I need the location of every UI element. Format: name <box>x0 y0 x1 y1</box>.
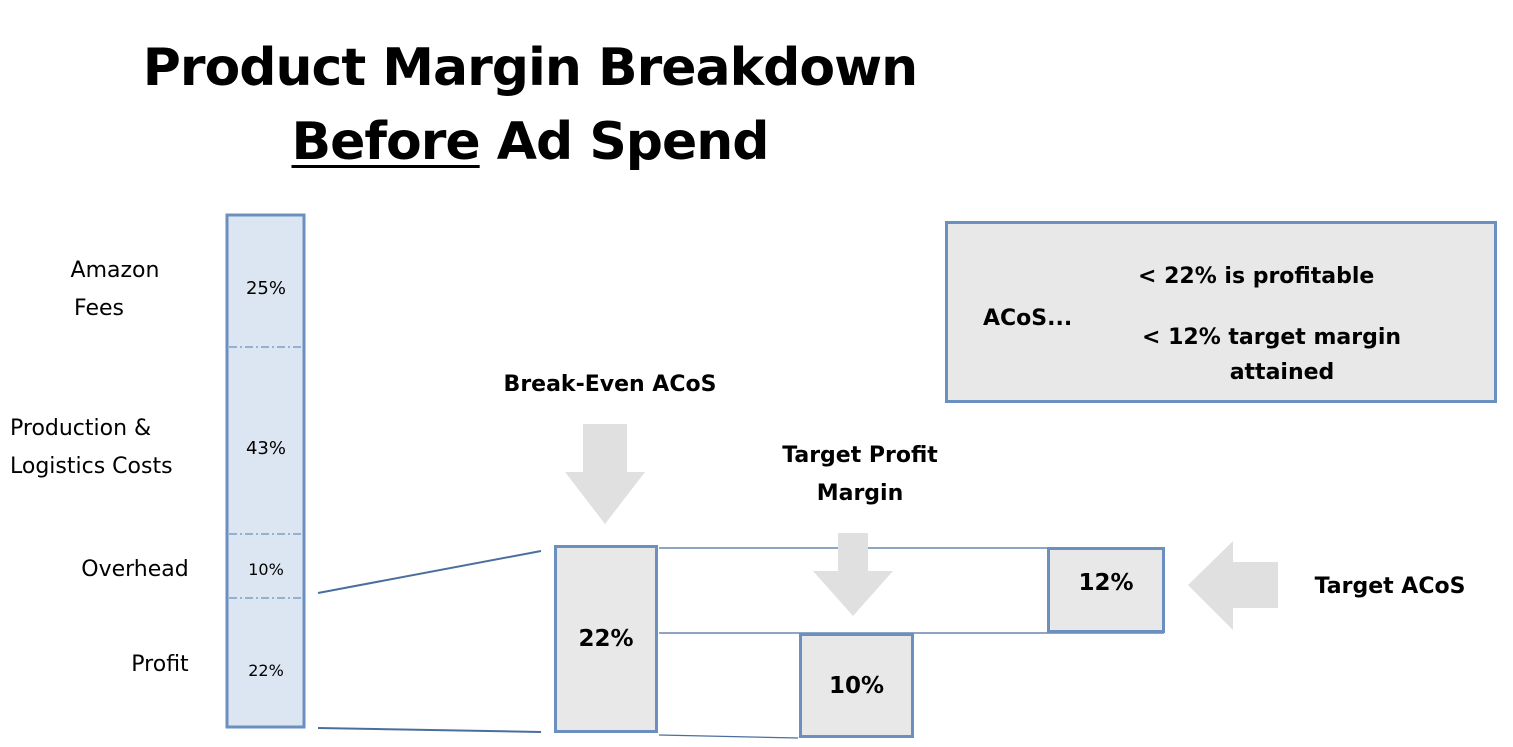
ref-line-bottom <box>658 734 799 739</box>
title-underlined-word: Before <box>291 112 480 172</box>
break-even-arrow-icon <box>565 424 645 524</box>
target-acos-arrow-icon <box>1188 541 1278 630</box>
break-even-label: Break-Even ACoS <box>503 372 717 397</box>
segment-label-overhead: Overhead <box>81 557 189 582</box>
segment-pct-amazon-fees: 25% <box>245 278 286 299</box>
target-profit-label-line-2: Margin <box>816 481 904 506</box>
legend-line-1: < 22% is profitable <box>1138 264 1375 289</box>
title-line-2: Before Ad Spend <box>0 116 1060 168</box>
target-profit-box: 10% <box>799 633 914 738</box>
title-line-2-rest: Ad Spend <box>479 112 770 172</box>
target-acos-label: Target ACoS <box>1314 574 1466 599</box>
legend-line-2: < 12% target margin <box>1142 325 1402 350</box>
production-label-line-1: Production & <box>10 416 152 441</box>
target-profit-label-line-1: Target Profit <box>782 443 938 468</box>
production-label-line-2: Logistics Costs <box>10 454 173 479</box>
segment-pct-profit: 22% <box>248 661 284 680</box>
segment-label-production: Production & Logistics Costs <box>10 410 215 486</box>
segment-label-profit: Profit <box>131 652 189 677</box>
title-line-1: Product Margin Breakdown <box>142 38 918 98</box>
connector-bottom <box>317 727 542 733</box>
legend-prefix: ACoS... <box>983 306 1073 331</box>
legend-box: ACoS... < 22% is profitable < 12% target… <box>945 221 1497 403</box>
segment-label-amazon-fees: Amazon Fees <box>60 252 170 328</box>
target-profit-arrow-icon <box>813 533 893 616</box>
target-acos-box: 12% <box>1047 547 1165 633</box>
amazon-label-line-1: Amazon <box>70 258 160 283</box>
target-profit-label: Target Profit Margin <box>740 437 980 513</box>
page-title: Product Margin Breakdown Before Ad Spend <box>0 42 1060 168</box>
connector-top <box>317 550 542 594</box>
segment-pct-overhead: 10% <box>248 560 284 579</box>
amazon-label-line-2: Fees <box>74 296 124 321</box>
legend-line-3: attained <box>1229 360 1335 385</box>
segment-pct-production: 43% <box>245 438 286 459</box>
break-even-box: 22% <box>554 545 658 733</box>
stack-bar <box>225 213 306 729</box>
